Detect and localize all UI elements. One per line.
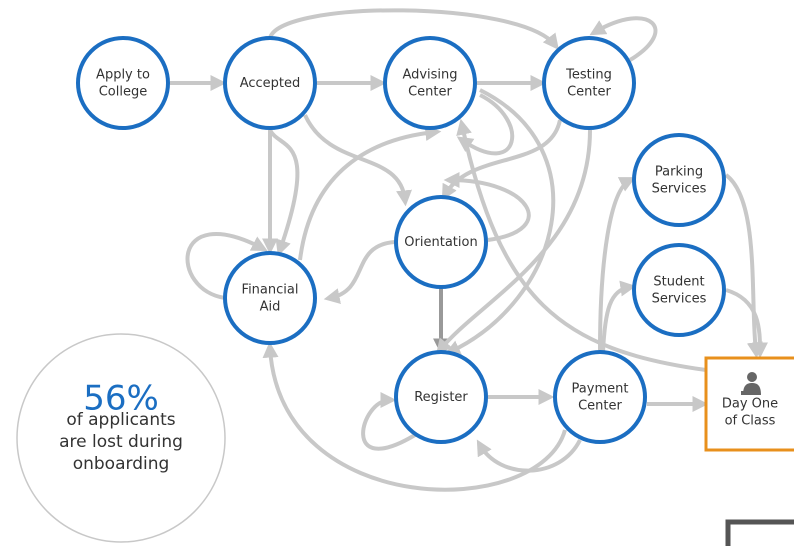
node-circle	[394, 350, 488, 444]
edge	[598, 177, 636, 351]
edge	[725, 288, 768, 359]
edge	[724, 173, 763, 359]
text-line: Services	[652, 291, 707, 306]
stat-circle	[16, 333, 226, 543]
edge	[303, 114, 412, 207]
node-circle	[383, 36, 477, 130]
text-line: are lost during	[59, 432, 183, 452]
edge	[456, 93, 515, 156]
text-line: Advising	[402, 67, 457, 82]
edge	[298, 125, 442, 261]
node-circle	[542, 36, 636, 130]
edge	[444, 88, 556, 356]
text-line: Aid	[260, 299, 281, 314]
edge	[589, 16, 658, 62]
text-line: of applicants	[66, 410, 175, 430]
node-circle	[632, 243, 726, 337]
edge	[476, 439, 582, 473]
text-line: Financial	[242, 282, 299, 297]
destination-label: Day One of Class	[722, 396, 778, 428]
text-line: Day One	[722, 396, 778, 411]
text-line: Testing	[565, 67, 612, 82]
stat-value: 56%	[83, 379, 159, 419]
node-label: Apply to College	[96, 67, 150, 99]
node-label: Register	[414, 390, 468, 405]
edge	[456, 118, 707, 372]
node-label: Testing Center	[565, 67, 612, 99]
text-line: Parking	[655, 164, 703, 179]
edge	[185, 232, 268, 300]
text-line: of Class	[725, 413, 776, 428]
node-label: Student Services	[652, 274, 707, 306]
text-line: Accepted	[240, 76, 301, 91]
edge	[268, 8, 559, 51]
edge	[268, 128, 300, 257]
node-circle	[553, 350, 647, 444]
text-line: Payment	[572, 381, 629, 396]
node-circle	[76, 36, 170, 130]
text-line: Student	[653, 274, 704, 289]
text-line: onboarding	[73, 454, 170, 474]
node-label: Parking Services	[652, 164, 707, 196]
edge	[441, 119, 562, 201]
text-line: Services	[652, 181, 707, 196]
node-label: Financial Aid	[242, 282, 299, 314]
node-label: Orientation	[404, 235, 477, 250]
node-label: Advising Center	[402, 67, 457, 99]
text-line: Register	[414, 390, 468, 405]
person-icon	[741, 372, 761, 395]
text-line: Center	[578, 398, 622, 413]
corner-shape	[725, 519, 794, 546]
node-circle	[394, 195, 488, 289]
edge	[435, 129, 592, 355]
edge	[262, 341, 567, 492]
node-circle	[223, 36, 317, 130]
edges	[170, 8, 768, 492]
node-circle	[632, 133, 726, 227]
edge	[361, 392, 417, 451]
text-line: Center	[567, 84, 611, 99]
text-line: Center	[408, 84, 452, 99]
text-line: Orientation	[404, 235, 477, 250]
node-label: Payment Center	[572, 381, 629, 413]
node-label: Accepted	[240, 76, 301, 91]
edge	[323, 240, 396, 304]
stat-text: of applicants are lost during onboarding	[59, 410, 183, 474]
edge	[601, 280, 637, 353]
text-line: College	[99, 84, 148, 99]
node-circle	[223, 251, 317, 345]
text-line: Apply to	[96, 67, 150, 82]
